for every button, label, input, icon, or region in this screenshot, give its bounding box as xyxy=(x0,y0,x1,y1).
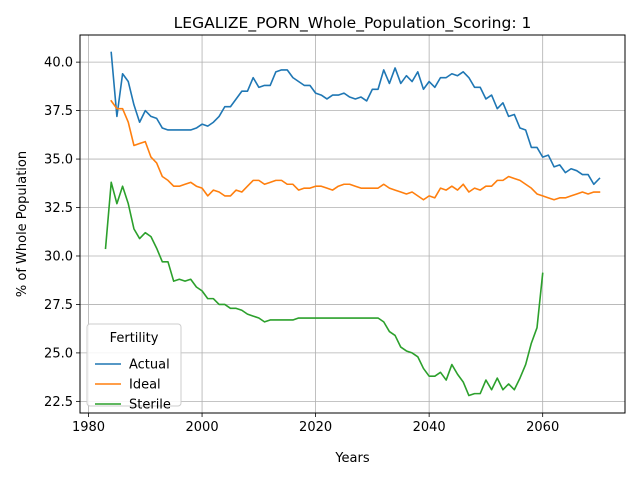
legend-box xyxy=(86,323,182,407)
y-tick-label: 25.0 xyxy=(44,346,73,361)
y-tick-label: 22.5 xyxy=(44,395,73,410)
x-tick-label: 2040 xyxy=(413,420,446,435)
x-tick-label: 2060 xyxy=(526,420,559,435)
series-line-ideal xyxy=(110,99,601,201)
axis-ticks: 1980 2000 2020 2040 2060 22.5 25.0 27.5 30.0 32.5… xyxy=(44,56,559,435)
y-tick-label: 40.0 xyxy=(44,56,73,71)
chart-title: LEGALIZE_PORN_Whole_Population_Scoring: … xyxy=(174,14,532,33)
plot-frame xyxy=(79,34,626,414)
legend-title: Fertility xyxy=(110,331,159,346)
y-tick-label: 32.5 xyxy=(44,201,73,216)
y-tick-label: 35.0 xyxy=(44,153,73,168)
series-line-actual xyxy=(110,51,601,186)
x-tick-label: 1980 xyxy=(72,420,105,435)
series-line-sterile xyxy=(104,181,544,397)
y-tick-label: 37.5 xyxy=(44,104,73,119)
legend-label-ideal: Ideal xyxy=(129,378,161,393)
series-lines xyxy=(104,51,601,397)
y-tick-label: 30.0 xyxy=(44,249,73,264)
legend-label-sterile: Sterile xyxy=(129,398,171,413)
x-tick-label: 2000 xyxy=(186,420,219,435)
x-axis-label: Years xyxy=(334,451,370,466)
y-tick-label: 27.5 xyxy=(44,298,73,313)
legend-label-actual: Actual xyxy=(129,358,170,373)
x-tick-label: 2020 xyxy=(299,420,332,435)
legend: Fertility Actual Ideal Sterile xyxy=(86,323,182,413)
y-axis-label: % of Whole Population xyxy=(15,151,30,297)
